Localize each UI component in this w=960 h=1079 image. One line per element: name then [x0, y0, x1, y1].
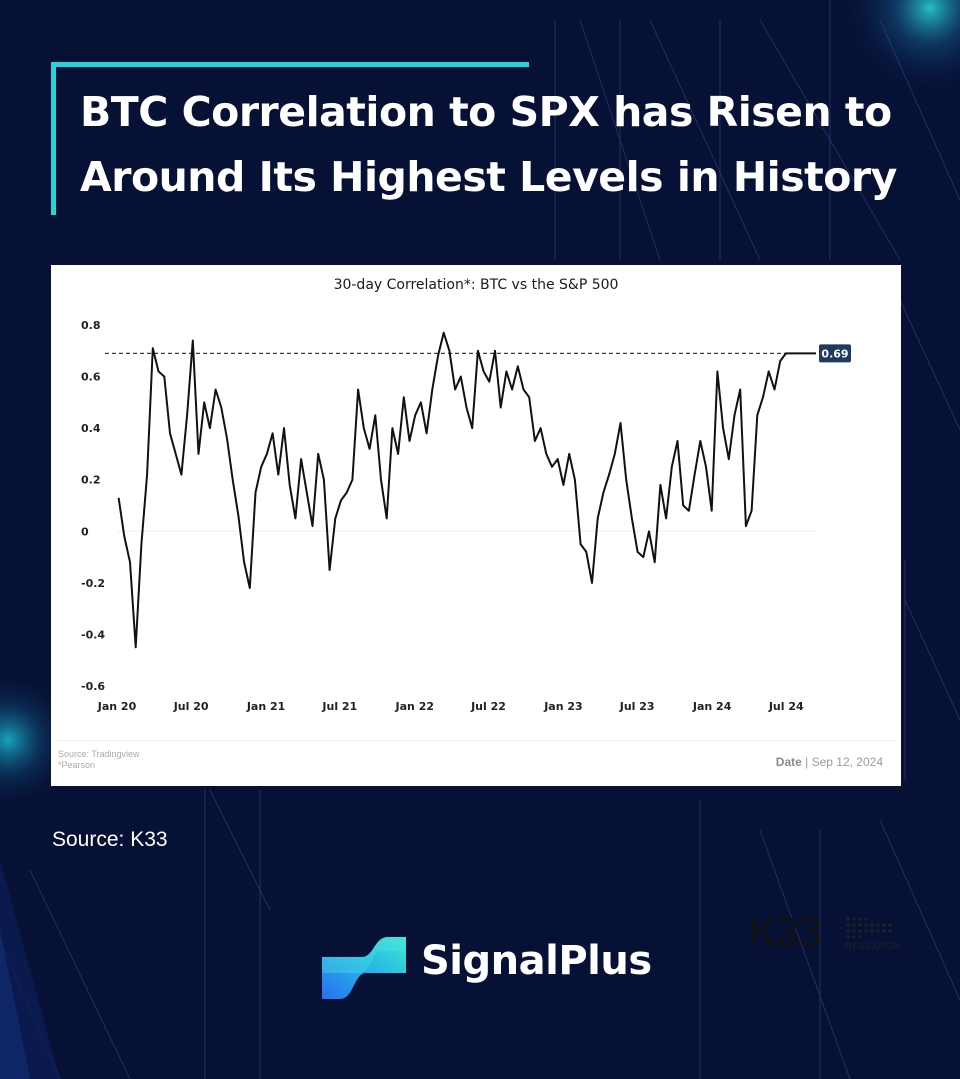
chart-date-label: Date	[775, 755, 802, 769]
headline-line-2: Around Its Highest Levels in History	[80, 153, 897, 201]
chart-svg: 0.8 0.6 0.4 0.2 0 -0.2 -0.4 -0.6 Jan 20 Jul 20 Jan…	[81, 319, 851, 713]
last-value-badge	[819, 344, 851, 363]
x-tick-label: Jul 21	[321, 700, 357, 713]
k33-subtitle: RESEARCH	[845, 941, 900, 951]
x-tick-label: Jan 24	[692, 700, 732, 713]
y-tick-label: 0.4	[81, 422, 101, 435]
headline: BTC Correlation to SPX has Risen to Arou…	[80, 80, 940, 210]
k33-wordmark: K33	[749, 908, 822, 955]
x-tick-label: Jan 20	[97, 700, 137, 713]
x-tick-label: Jul 24	[768, 700, 804, 713]
y-tick-label: -0.4	[81, 628, 105, 641]
x-tick-label: Jul 23	[619, 700, 655, 713]
chart-source-note: *Pearson	[58, 760, 96, 770]
x-tick-label: Jan 21	[246, 700, 285, 713]
dot-grid-icon	[846, 917, 892, 938]
x-tick-label: Jan 23	[543, 700, 582, 713]
y-tick-label: -0.2	[81, 577, 105, 590]
y-tick-label: 0.8	[81, 319, 101, 332]
y-tick-label: 0.2	[81, 474, 101, 487]
y-tick-label: 0.6	[81, 371, 101, 384]
title-accent-left	[51, 62, 56, 215]
title-accent-top	[51, 62, 529, 67]
y-tick-label: -0.6	[81, 680, 105, 693]
signalplus-logo-icon	[322, 937, 406, 999]
headline-line-1: BTC Correlation to SPX has Risen to	[80, 88, 892, 136]
panel-divider	[55, 740, 897, 741]
source-note: Source: K33	[52, 828, 168, 851]
chart-panel: 0.8 0.6 0.4 0.2 0 -0.2 -0.4 -0.6 Jan 20 Jul 20 Jan…	[51, 265, 901, 955]
chart-date: Date | Sep 12, 2024	[776, 755, 883, 769]
x-tick-label: Jul 20	[173, 700, 209, 713]
chart-date-value: | Sep 12, 2024	[805, 755, 883, 769]
series-line	[117, 331, 816, 649]
chart-source: Source: Tradingview *Pearson	[58, 749, 140, 771]
y-tick-label: 0	[81, 525, 89, 538]
signalplus-wordmark: SignalPlus	[421, 938, 652, 984]
chart-source-line: Source: Tradingview	[58, 749, 140, 759]
last-value-label: 0.69	[821, 347, 848, 360]
chart-title: 30-day Correlation*: BTC vs the S&P 500	[333, 277, 619, 293]
x-tick-label: Jan 22	[395, 700, 434, 713]
x-tick-label: Jul 22	[470, 700, 506, 713]
